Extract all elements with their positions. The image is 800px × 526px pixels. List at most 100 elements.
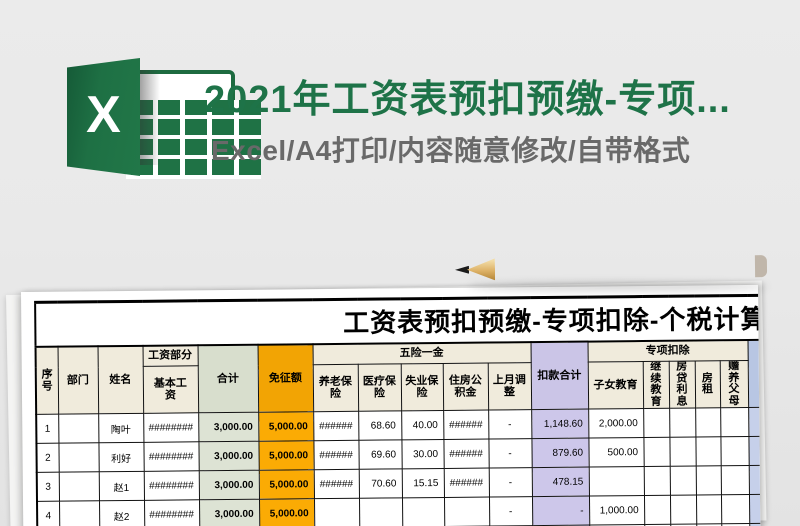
table-cell [59, 500, 100, 526]
header-bumen: 部门 [57, 345, 99, 415]
table-cell: 2,000.00 [588, 408, 644, 439]
header-zhuanxiang-kouchu: 专项扣除 [587, 339, 748, 363]
table-cell [58, 413, 99, 444]
table-cell: 3,000.00 [198, 412, 259, 442]
table-cell [313, 498, 360, 526]
header-jiben-gongzi: 基本工资 [142, 365, 199, 414]
table-cell: 68.60 [358, 410, 402, 441]
header-zinv-jiaoyu: 子女教育 [587, 361, 644, 410]
table-cell: 1,000.00 [588, 495, 645, 526]
table-cell [669, 408, 696, 438]
table-cell [748, 494, 761, 524]
table-cell: 3 [36, 472, 60, 502]
header-koukuan-heji: 扣款合计 [530, 341, 589, 410]
table-cell: 30.00 [401, 439, 444, 469]
header-shangyue-tiaozheng: 上月调整 [487, 362, 532, 411]
table-cell: 赵2 [99, 500, 145, 526]
table-cell: 3,000.00 [198, 470, 260, 500]
product-subtitle: Excel/A4打印/内容随意修改/自带格式 [211, 135, 691, 166]
table-cell [443, 497, 490, 526]
excel-logo-cover: X [67, 58, 140, 176]
table-cell: 15.15 [401, 468, 444, 498]
table-cell: 1,148.60 [531, 409, 589, 439]
pencil-wood-cone [467, 258, 495, 280]
table-cell [588, 466, 644, 497]
table-cell [720, 494, 750, 524]
table-cell [58, 471, 100, 502]
table-cell [695, 465, 721, 496]
table-cell [748, 465, 761, 495]
table-cell: 5,000.00 [258, 440, 314, 471]
table-cell: - [488, 409, 532, 440]
table-cell [643, 437, 670, 467]
table-cell: - [488, 438, 532, 469]
header-zhufang-gongjijin: 住房公积金 [442, 363, 489, 411]
table-cell [748, 436, 761, 466]
table-cell [669, 466, 696, 496]
table-cell [58, 442, 99, 473]
header-xingming: 姓名 [97, 345, 144, 414]
header-gongzi-bufen: 工资部分 [142, 344, 198, 367]
table-cell [643, 495, 671, 525]
table-cell [695, 436, 721, 467]
table-cell [695, 407, 721, 438]
table-cell [643, 408, 670, 438]
header-wuxianyijin: 五险一金 [312, 341, 531, 365]
header-right-clipped [747, 339, 761, 408]
table-cell [358, 497, 403, 526]
header-yiliao-baoxian: 医疗保险 [357, 363, 402, 412]
table-cell: ###### [313, 411, 359, 441]
table-cell: 40.00 [401, 410, 444, 440]
table-cell: 陶叶 [98, 413, 144, 443]
table-cell: 879.60 [531, 438, 589, 468]
pencil-body [493, 255, 767, 280]
table-cell [695, 494, 722, 525]
table-cell: 70.60 [358, 468, 402, 499]
table-cell: 赵1 [98, 471, 145, 501]
header-shanyang-fumu: 赡养父母 [719, 360, 749, 408]
pencil-shadow [468, 282, 768, 291]
paper-sheet: 工资表预扣预缴-专项扣除-个税计算 序号 部门 姓名 工资部分 合计 免征额 五… [21, 284, 761, 526]
table-cell: ###### [443, 439, 489, 469]
table-cell: 1 [36, 414, 59, 444]
sheet-table: 工资表预扣预缴-专项扣除-个税计算 序号 部门 姓名 工资部分 合计 免征额 五… [34, 290, 761, 526]
table-cell: ###### [443, 410, 489, 440]
header-mianzhenge: 免征额 [257, 343, 314, 413]
table-cell: 5,000.00 [258, 411, 314, 442]
header-yanglao-baoxian: 养老保险 [312, 364, 359, 412]
table-cell: 3,000.00 [199, 499, 260, 526]
table-cell: ######## [143, 470, 200, 501]
table-cell [643, 466, 670, 496]
table-cell [720, 407, 749, 437]
product-title: 2021年工资表预扣预缴-专项... [204, 79, 731, 121]
excel-logo-letter: X [86, 86, 121, 144]
table-cell: ######## [144, 499, 200, 526]
table-cell [720, 465, 749, 495]
table-cell: - [488, 496, 533, 526]
header-jixu-jiaoyu: 继续教育 [642, 361, 670, 409]
table-cell [669, 495, 697, 525]
table-cell [748, 407, 761, 437]
header-xuhao: 序号 [35, 346, 59, 415]
table-cell: ######## [143, 412, 199, 443]
excel-logo-icon: X [60, 52, 261, 182]
table-cell: 500.00 [588, 437, 644, 468]
table-cell: 69.60 [358, 439, 402, 470]
sheet-title: 工资表预扣预缴-专项扣除-个税计算 [35, 292, 761, 347]
table-cell: 2 [36, 443, 59, 473]
table-cell: 5,000.00 [258, 469, 314, 500]
sheet-header-sub-row: 基本工资 养老保险 医疗保险 失业保险 住房公积金 上月调整 子女教育 继续教育… [36, 357, 761, 414]
table-cell: 利好 [98, 442, 144, 472]
table-cell: ###### [313, 469, 359, 499]
table-cell [669, 437, 696, 467]
table-cell: - [531, 496, 590, 526]
table-cell: 3,000.00 [198, 441, 259, 471]
table-cell: ######## [143, 441, 199, 472]
table-cell: 5,000.00 [259, 498, 315, 526]
table-cell: ###### [443, 468, 489, 498]
excel-logo-shadow [138, 70, 160, 165]
header-shiye-baoxian: 失业保险 [400, 363, 444, 411]
table-cell: - [488, 467, 532, 498]
table-cell: 478.15 [531, 467, 589, 497]
